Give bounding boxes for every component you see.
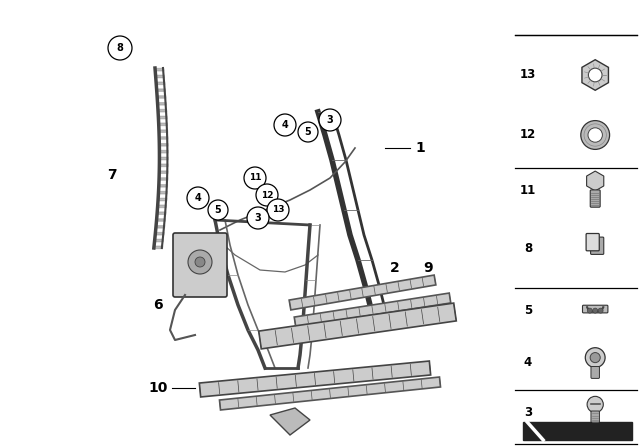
Text: 10: 10	[148, 381, 168, 395]
Circle shape	[588, 308, 592, 313]
Text: 12: 12	[520, 129, 536, 142]
Text: 6: 6	[153, 298, 163, 312]
Circle shape	[188, 250, 212, 274]
Text: 8: 8	[116, 43, 124, 53]
Circle shape	[267, 199, 289, 221]
Text: 11: 11	[249, 173, 261, 182]
Text: 9: 9	[423, 261, 433, 275]
Text: 3: 3	[524, 405, 532, 418]
Polygon shape	[270, 408, 310, 435]
Circle shape	[244, 167, 266, 189]
FancyBboxPatch shape	[591, 366, 600, 379]
Polygon shape	[220, 377, 440, 410]
Polygon shape	[582, 60, 609, 90]
Circle shape	[586, 348, 605, 367]
FancyBboxPatch shape	[582, 305, 608, 313]
Text: 13: 13	[272, 206, 284, 215]
Text: 12: 12	[260, 190, 273, 199]
Circle shape	[593, 308, 598, 313]
Circle shape	[598, 308, 603, 313]
Text: 5: 5	[305, 127, 312, 137]
Text: 4: 4	[195, 193, 202, 203]
Polygon shape	[199, 361, 431, 397]
Text: 2: 2	[390, 261, 400, 275]
Circle shape	[588, 128, 602, 142]
Circle shape	[108, 36, 132, 60]
FancyBboxPatch shape	[591, 411, 600, 425]
Circle shape	[274, 114, 296, 136]
Circle shape	[588, 68, 602, 82]
FancyBboxPatch shape	[173, 233, 227, 297]
Polygon shape	[587, 171, 604, 191]
Text: 8: 8	[524, 241, 532, 254]
Circle shape	[256, 184, 278, 206]
Circle shape	[298, 122, 318, 142]
Text: 3: 3	[326, 115, 333, 125]
Text: 5: 5	[524, 303, 532, 316]
Circle shape	[587, 396, 604, 413]
FancyBboxPatch shape	[590, 190, 600, 207]
Polygon shape	[289, 275, 436, 310]
Text: 11: 11	[520, 184, 536, 197]
Circle shape	[319, 109, 341, 131]
Circle shape	[581, 121, 610, 149]
Polygon shape	[294, 293, 451, 327]
FancyBboxPatch shape	[586, 233, 599, 251]
Text: 5: 5	[214, 205, 221, 215]
Circle shape	[208, 200, 228, 220]
Text: 3: 3	[255, 213, 261, 223]
Circle shape	[195, 257, 205, 267]
Text: 1: 1	[415, 141, 425, 155]
FancyBboxPatch shape	[591, 237, 604, 254]
Polygon shape	[259, 303, 456, 349]
Circle shape	[187, 187, 209, 209]
Circle shape	[247, 207, 269, 229]
Text: 4: 4	[524, 357, 532, 370]
Text: 7: 7	[107, 168, 117, 182]
Text: 13: 13	[520, 69, 536, 82]
Text: 4: 4	[282, 120, 289, 130]
Circle shape	[590, 353, 600, 362]
Polygon shape	[524, 422, 632, 440]
